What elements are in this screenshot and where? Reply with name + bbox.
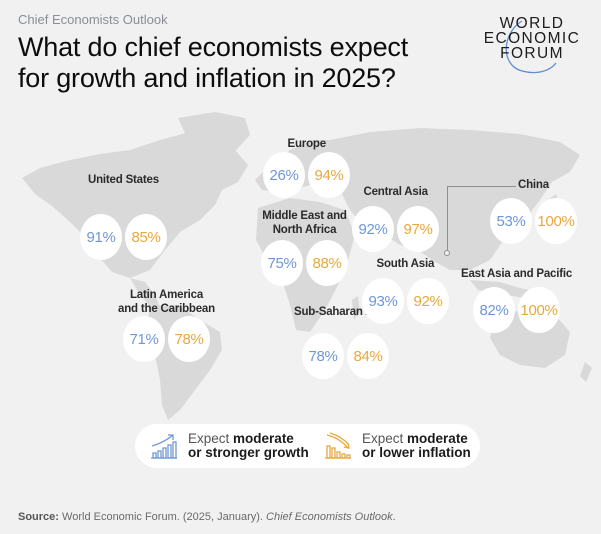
region-label: Europe <box>287 138 327 150</box>
growth-value: 75% <box>261 240 303 286</box>
region-label-line-1: Middle East and <box>262 210 347 222</box>
land-madagascar <box>352 296 360 320</box>
growth-value: 26% <box>263 152 305 198</box>
legend-inflation-bold-1: moderate <box>407 431 468 446</box>
source-publication: Chief Economists Outlook <box>266 511 393 523</box>
region-label: United States <box>88 174 159 186</box>
logo-line-3: FORUM <box>500 45 564 62</box>
inflation-value: 88% <box>306 240 348 286</box>
growth-value: 91% <box>80 214 122 260</box>
inflation-value: 97% <box>397 206 439 252</box>
land-africa <box>256 198 355 332</box>
legend-growth-light: Expect <box>188 431 230 446</box>
region-label: South Asia <box>376 258 435 270</box>
logo-line-1: WORLD <box>499 15 565 32</box>
legend-inflation-bold-2: or lower inflation <box>362 445 471 460</box>
region-label-line-2: and the Caribbean <box>118 303 215 315</box>
land-new-zealand <box>580 362 592 382</box>
region-label: East Asia and Pacific <box>461 268 573 280</box>
china-leader-dot <box>444 250 450 256</box>
land-greenland <box>178 112 250 162</box>
legend-item-growth: Expect moderate or stronger growth <box>149 424 309 468</box>
legend-item-inflation: Expect moderate or lower inflation <box>323 424 471 468</box>
growth-value: 93% <box>362 278 404 324</box>
legend-text-inflation: Expect moderate or lower inflation <box>362 432 471 460</box>
land-north-america <box>22 132 248 278</box>
growth-value: 53% <box>490 198 532 244</box>
inflation-value: 100% <box>518 287 560 333</box>
region-label: China <box>518 179 549 191</box>
growth-chart-icon <box>151 434 177 459</box>
china-leader-line <box>447 186 516 252</box>
legend-growth-bold-2: or stronger growth <box>188 445 309 460</box>
region-label-line-1: Latin America <box>129 289 204 301</box>
logo-arc-icon <box>505 20 557 74</box>
title-line-2: for growth and inflation in 2025? <box>18 63 396 93</box>
world-map: United States 91% 85% Latin America and … <box>0 110 601 420</box>
inflation-value: 94% <box>308 152 350 198</box>
growth-value: 82% <box>473 287 515 333</box>
inflation-value: 100% <box>535 198 577 244</box>
legend-text-growth: Expect moderate or stronger growth <box>188 432 309 460</box>
declining-chart-icon <box>325 432 351 459</box>
inflation-value: 85% <box>125 214 167 260</box>
legend: Expect moderate or stronger growth Expec… <box>135 424 480 468</box>
inflation-value: 92% <box>407 278 449 324</box>
legend-inflation-light: Expect <box>362 431 404 446</box>
growth-value: 71% <box>123 316 165 362</box>
region-label-line-2: North Africa <box>272 224 337 236</box>
source-label: Source: <box>18 511 59 523</box>
page-title: What do chief economists expect for grow… <box>18 32 408 94</box>
eyebrow: Chief Economists Outlook <box>18 12 168 27</box>
legend-growth-bold-1: moderate <box>233 431 294 446</box>
source-end: . <box>392 511 396 523</box>
source-note: Source: World Economic Forum. (2025, Jan… <box>18 511 396 523</box>
title-line-1: What do chief economists expect <box>18 32 408 62</box>
growth-value: 78% <box>302 333 344 379</box>
inflation-value: 78% <box>168 316 210 362</box>
source-text: World Economic Forum. (2025, January). <box>62 511 263 523</box>
inflation-value: 84% <box>347 333 389 379</box>
region-label: Central Asia <box>363 186 428 198</box>
growth-value: 92% <box>352 206 394 252</box>
land-central-america <box>130 278 160 308</box>
wef-logo: WORLD ECONOMIC FORUM <box>482 13 582 83</box>
logo-line-2: ECONOMIC <box>483 30 581 47</box>
